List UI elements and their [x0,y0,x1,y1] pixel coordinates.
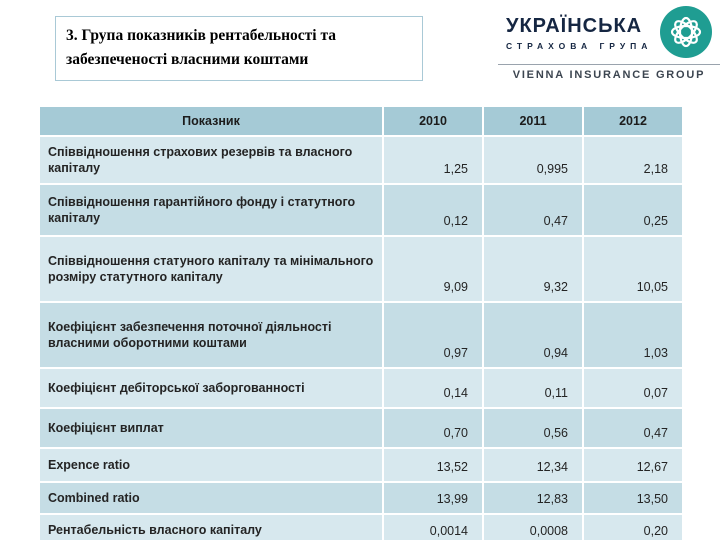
row-value: 0,11 [484,369,582,407]
row-value: 9,32 [484,237,582,301]
logo-top-row: УКРАЇНСЬКА СТРАХОВА ГРУПА [498,6,720,58]
table-row: Співвідношення статуного капіталу та мін… [40,237,682,301]
indicators-table: Показник 2010 2011 2012 Співвідношення с… [38,105,684,540]
logo-divider [498,64,720,65]
row-value: 12,34 [484,449,582,481]
slide-title: 3. Група показників рентабельності та за… [55,16,423,82]
logo-sub-brand: СТРАХОВА ГРУПА [506,40,653,51]
row-value: 0,97 [384,303,482,367]
logo-group-name: VIENNA INSURANCE GROUP [512,69,706,81]
table-row: Combined ratio 13,99 12,83 13,50 [40,483,682,513]
slide-title-line-1: 3. Група показників рентабельності та [66,27,337,44]
row-value: 12,83 [484,483,582,513]
logo-brand-name: УКРАЇНСЬКА [506,14,643,37]
table-row: Коефіцієнт виплат 0,70 0,56 0,47 [40,409,682,447]
column-header-2011: 2011 [484,107,582,135]
slide-title-line-2: забезпеченості власними коштами [66,51,309,69]
row-value: 0,14 [384,369,482,407]
row-value: 2,18 [584,137,682,183]
row-value: 0,0014 [384,515,482,540]
table-body: Співвідношення страхових резервів та вла… [40,137,682,540]
row-label: Коефіцієнт дебіторської заборгованності [40,369,382,407]
table-row: Коефіцієнт дебіторської заборгованності 0… [40,369,682,407]
column-header-indicator: Показник [40,107,382,135]
table-row: Expence ratio 13,52 12,34 12,67 [40,449,682,481]
column-header-2012: 2012 [584,107,682,135]
row-value: 0,56 [484,409,582,447]
row-value: 12,67 [584,449,682,481]
row-value: 0,12 [384,185,482,235]
row-value: 0,07 [584,369,682,407]
table-row: Рентабельність власного капіталу 0,0014 0,… [40,515,682,540]
row-value: 10,05 [584,237,682,301]
table-row: Коефіцієнт забезпечення поточної діяльно… [40,303,682,367]
table-row: Співвідношення страхових резервів та вла… [40,137,682,183]
row-label: Співвідношення гарантійного фонду і стат… [40,185,382,235]
row-label: Рентабельність власного капіталу [40,515,382,540]
table-header-row: Показник 2010 2011 2012 [40,107,682,135]
row-label: Коефіцієнт виплат [40,409,382,447]
column-header-2010: 2010 [384,107,482,135]
row-value: 0,47 [484,185,582,235]
row-label: Коефіцієнт забезпечення поточної діяльно… [40,303,382,367]
row-value: 0,0008 [484,515,582,540]
row-value: 0,20 [584,515,682,540]
row-value: 13,99 [384,483,482,513]
row-value: 1,25 [384,137,482,183]
row-label: Співвідношення страхових резервів та вла… [40,137,382,183]
company-logo: УКРАЇНСЬКА СТРАХОВА ГРУПА VIENNA INSURAN… [498,6,720,84]
row-value: 0,70 [384,409,482,447]
row-label: Combined ratio [40,483,382,513]
row-value: 1,03 [584,303,682,367]
row-label: Expence ratio [40,449,382,481]
row-value: 0,94 [484,303,582,367]
row-value: 0,25 [584,185,682,235]
usg-knot-icon [660,6,713,58]
row-value: 0,47 [584,409,682,447]
row-label: Співвідношення статуного капіталу та мін… [40,237,382,301]
logo-text: УКРАЇНСЬКА СТРАХОВА ГРУПА [506,14,652,51]
row-value: 9,09 [384,237,482,301]
row-value: 0,995 [484,137,582,183]
row-value: 13,52 [384,449,482,481]
table-row: Співвідношення гарантійного фонду і стат… [40,185,682,235]
row-value: 13,50 [584,483,682,513]
